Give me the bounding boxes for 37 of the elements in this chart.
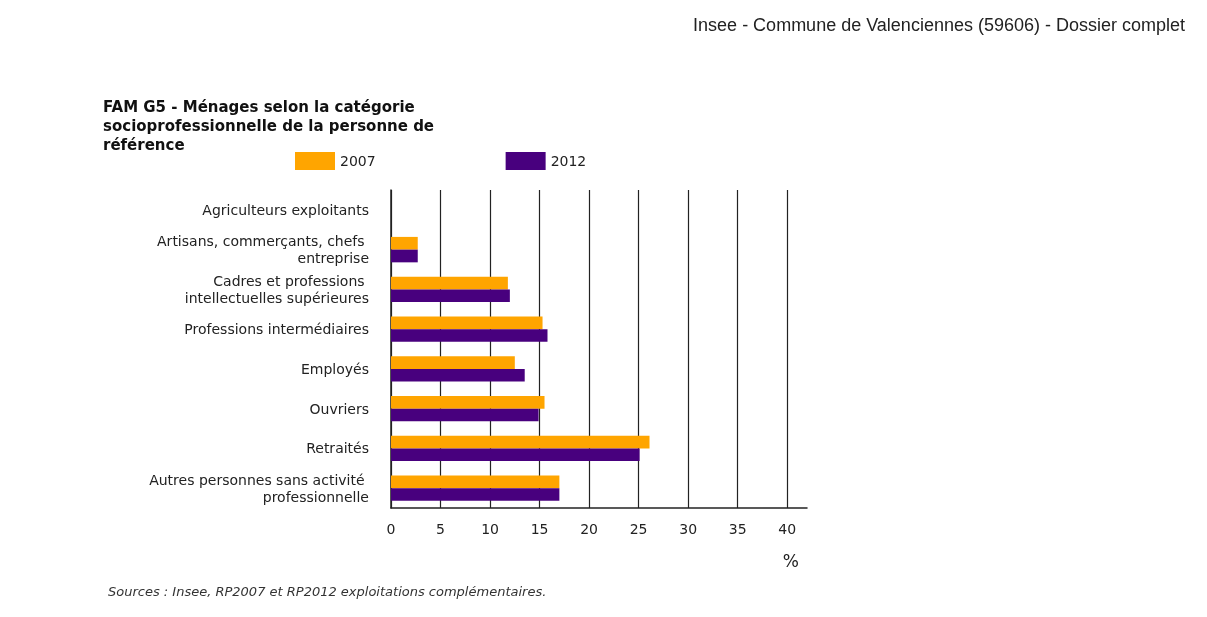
- text: FAM G5 - Ménages selon la catégorie socioprofessionnelle de la personne de référence: [103, 97, 440, 154]
- bar: [391, 435, 650, 449]
- y-tick-label: Employés: [300, 360, 369, 377]
- bar: [391, 289, 510, 303]
- bar: [391, 448, 640, 462]
- legend-label: 2007: [340, 153, 376, 169]
- bar: [391, 236, 418, 250]
- bar: [391, 316, 543, 330]
- y-tick-label: Artisans, commerçants, chefs entreprise: [157, 233, 369, 267]
- y-tick-label: Autres personnes sans activité professionnelle: [149, 471, 369, 505]
- x-tick-label: 30: [679, 521, 698, 537]
- x-tick-label: 5: [436, 521, 445, 537]
- x-tick-label: 20: [580, 521, 599, 537]
- x-tick-label: 10: [481, 521, 499, 537]
- text: Insee - Commune de Valenciennes (59606) - Dossier complet: [693, 15, 1185, 35]
- bar: [391, 408, 539, 422]
- bar: [391, 329, 548, 342]
- source-note: Sources : Insee, RP2007 et RP2012 exploitations complémentaires.: [108, 584, 547, 599]
- x-axis-title: %: [782, 550, 799, 571]
- y-tick-label: Retraités: [306, 440, 369, 457]
- y-tick-label: Professions intermédiaires: [184, 321, 369, 338]
- legend-label: 2012: [550, 153, 587, 169]
- x-tick-label: 40: [778, 521, 797, 537]
- x-tick-label: 0: [386, 521, 396, 537]
- x-tick-label: 25: [629, 521, 648, 537]
- bar: [391, 488, 560, 501]
- bar: [391, 249, 418, 263]
- y-tick-label: Agriculteurs exploitants: [202, 201, 369, 218]
- bar: [391, 276, 508, 290]
- bar: [391, 368, 525, 382]
- bar: [391, 356, 515, 369]
- x-tick-label: 15: [530, 521, 549, 537]
- y-tick-label: Cadres et professions intellectuelles supérieures: [184, 272, 369, 306]
- bar: [391, 395, 545, 409]
- x-tick-label: 35: [728, 521, 747, 537]
- y-tick-label: Ouvriers: [309, 400, 369, 417]
- bar: [391, 475, 560, 489]
